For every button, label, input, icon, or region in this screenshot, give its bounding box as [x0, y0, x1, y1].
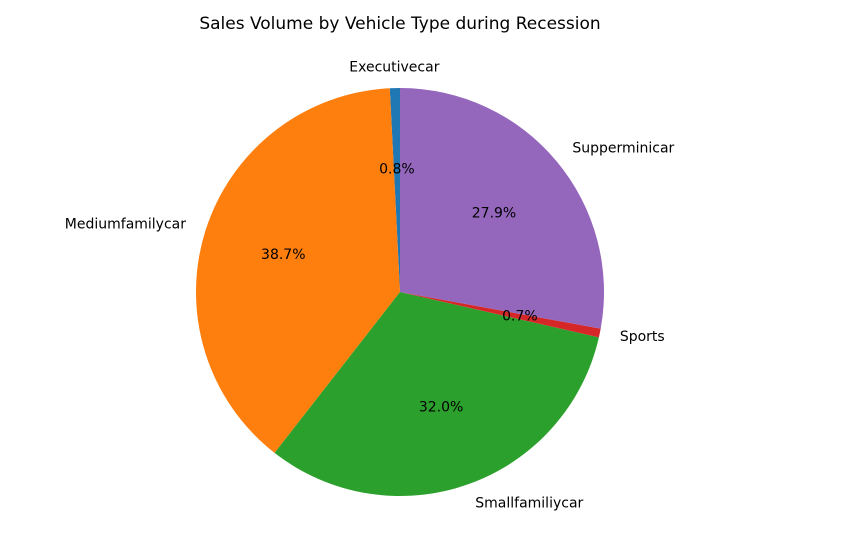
slice-label-mediumfamilycar: Mediumfamilycar: [65, 216, 186, 232]
pie-slices: [195, 88, 604, 497]
chart-title: Sales Volume by Vehicle Type during Rece…: [199, 14, 600, 34]
slice-label-sports: Sports: [620, 329, 665, 345]
pie-labels: Executivecar 0.8% Mediumfamilycar 38.7% Smal…: [65, 60, 675, 512]
slice-label-smallfamiliycar: Smallfamiliycar: [475, 495, 583, 511]
pie-slice-executivecar: [389, 88, 400, 292]
percent-label-executivecar: 0.8%: [379, 162, 415, 178]
percent-label-supperminicar: 27.9%: [472, 206, 516, 222]
slice-label-executivecar: Executivecar: [349, 60, 439, 76]
percent-label-sports: 0.7%: [502, 309, 538, 325]
percent-label-mediumfamilycar: 38.7%: [261, 247, 305, 263]
pie-slice-supperminicar: [400, 88, 604, 329]
pie-slice-mediumfamilycar: [195, 88, 400, 453]
slice-label-supperminicar: Supperminicar: [572, 140, 674, 156]
pie-slice-smallfamiliycar: [274, 292, 599, 497]
pie-slice-sports: [400, 292, 601, 338]
percent-label-smallfamiliycar: 32.0%: [419, 399, 463, 415]
